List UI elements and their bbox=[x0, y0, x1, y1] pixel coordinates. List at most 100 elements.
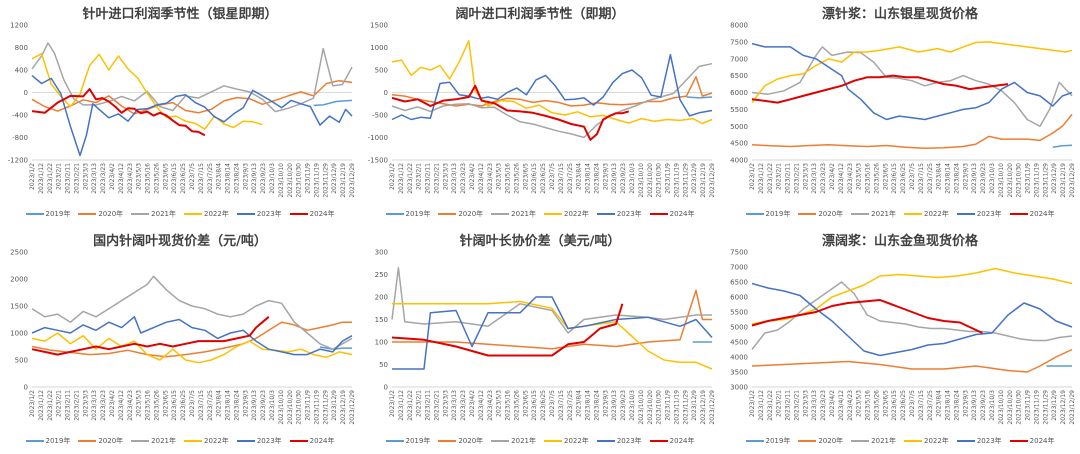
x-tick-label: 2023/1/2 bbox=[29, 390, 36, 417]
x-tick-label: 2023/5/3 bbox=[856, 163, 863, 190]
x-tick-label: 2023/9/13 bbox=[251, 163, 258, 194]
legend-item: 2021年 bbox=[851, 436, 896, 446]
x-tick-label: 2023/7/25 bbox=[207, 390, 214, 421]
legend-swatch bbox=[904, 213, 922, 215]
legend-label: 2020年 bbox=[818, 437, 844, 445]
x-tick-label: 2023/4/23 bbox=[127, 163, 134, 194]
x-tick-label: 2023/4/12 bbox=[478, 390, 485, 421]
y-tick-label: 6000 bbox=[730, 89, 748, 97]
legend-swatch bbox=[745, 440, 764, 442]
x-tick-label: 2023/12/19 bbox=[700, 163, 707, 198]
chart-legend: 2019年 2020年 2021年 2022年 2023年 2024年 bbox=[360, 436, 720, 446]
chart-legend: 2019年 2020年 2021年 2022年 2023年 2024年 bbox=[0, 436, 360, 446]
x-tick-label: 2023/5/3 bbox=[136, 163, 143, 190]
y-tick-label: -800 bbox=[12, 134, 28, 142]
y-tick-label: 3000 bbox=[730, 384, 748, 392]
x-tick-label: 2023/1/22 bbox=[407, 163, 414, 194]
legend-label: 2024年 bbox=[309, 437, 335, 445]
x-tick-label: 2023/1/12 bbox=[758, 163, 765, 194]
x-tick-label: 2023/4/12 bbox=[838, 390, 845, 421]
y-tick-label: 5000 bbox=[730, 123, 748, 131]
x-tick-label: 2023/6/25 bbox=[540, 390, 547, 421]
x-tick-label: 2023/10/10 bbox=[998, 163, 1005, 198]
x-tick-label: 2023/12/29 bbox=[709, 163, 716, 198]
y-tick-label: 4500 bbox=[730, 140, 748, 148]
legend-swatch bbox=[851, 440, 870, 442]
y-tick-label: 6500 bbox=[730, 279, 748, 287]
x-tick-label: 2023/11/9 bbox=[665, 390, 672, 421]
y-tick-label: 1200 bbox=[10, 22, 28, 30]
x-tick-label: 2023/4/23 bbox=[847, 163, 854, 194]
legend-item: 2020年 bbox=[438, 209, 483, 219]
chart-legend: 2019年 2020年 2021年 2022年 2023年 2024年 bbox=[0, 209, 360, 219]
x-tick-label: 2023/4/23 bbox=[127, 390, 134, 421]
x-tick-label: 2023/3/13 bbox=[451, 390, 458, 421]
x-tick-label: 2023/12/9 bbox=[691, 390, 698, 421]
x-tick-label: 2023/9/23 bbox=[980, 390, 987, 421]
legend-label: 2023年 bbox=[976, 210, 1002, 218]
series-line-2023年 bbox=[751, 42, 1073, 121]
y-tick-label: 6000 bbox=[730, 294, 748, 302]
series-line-2020年 bbox=[392, 289, 712, 350]
x-tick-label: 2023/7/15 bbox=[198, 163, 205, 194]
x-tick-label: 2023/3/3 bbox=[442, 163, 449, 190]
x-tick-label: 2023/1/22 bbox=[47, 390, 54, 421]
chart-panel-4: 国内针阔叶现货价差（元/吨） 2500 2000 1500 1000 500 0 2023/… bbox=[0, 227, 360, 454]
x-tick-label: 2023/11/29 bbox=[682, 390, 689, 425]
x-tick-label: 2023/10/20 bbox=[1007, 163, 1014, 198]
legend-item: 2022年 bbox=[544, 436, 589, 446]
legend-swatch bbox=[78, 440, 97, 442]
series-line-2019年 bbox=[319, 346, 352, 350]
x-tick-label: 2023/10/10 bbox=[638, 390, 645, 425]
legend-label: 2022年 bbox=[924, 437, 949, 445]
x-tick-label: 2023/3/23 bbox=[100, 163, 107, 194]
series-line-2021年 bbox=[751, 46, 1073, 128]
y-tick-label: 0 bbox=[24, 384, 28, 392]
x-tick-label: 2023/6/5 bbox=[162, 163, 169, 190]
legend-item: 2019年 bbox=[385, 436, 431, 446]
x-tick-label: 2023/6/25 bbox=[900, 163, 907, 194]
x-tick-label: 2023/9/13 bbox=[971, 390, 978, 421]
x-tick-label: 2023/10/3 bbox=[269, 390, 276, 421]
legend-item: 2019年 bbox=[745, 209, 790, 219]
legend-swatch bbox=[289, 213, 308, 215]
legend-label: 2019年 bbox=[405, 437, 431, 445]
y-tick-label: 200 bbox=[375, 294, 388, 302]
x-tick-label: 2023/2/11 bbox=[785, 390, 792, 421]
x-tick-label: 2023/4/12 bbox=[118, 390, 125, 421]
series-line-2023年 bbox=[31, 316, 353, 356]
y-tick-label: 7500 bbox=[730, 38, 748, 46]
legend-swatch bbox=[184, 440, 202, 442]
x-tick-label: 2023/2/1 bbox=[56, 390, 63, 417]
legend-label: 2023年 bbox=[256, 437, 282, 445]
x-tick-label: 2023/6/15 bbox=[531, 390, 538, 421]
y-tick-label: 4000 bbox=[730, 354, 748, 362]
series-line-2020年 bbox=[751, 113, 1073, 149]
legend-item: 2020年 bbox=[798, 209, 843, 219]
legend-item: 2020年 bbox=[78, 436, 123, 446]
x-tick-label: 2023/7/5 bbox=[189, 163, 196, 190]
x-tick-label: 2023/9/3 bbox=[602, 390, 609, 417]
series-line-2019年 bbox=[686, 96, 713, 99]
x-tick-label: 2023/9/3 bbox=[602, 163, 609, 190]
legend-item: 2020年 bbox=[78, 209, 123, 219]
x-tick-label: 2023/9/3 bbox=[242, 163, 249, 190]
legend-swatch bbox=[236, 440, 255, 442]
x-tick-label: 2023/5/16 bbox=[865, 163, 872, 194]
legend-label: 2022年 bbox=[204, 210, 229, 218]
x-tick-label: 2023/1/2 bbox=[749, 390, 756, 417]
x-tick-label: 2023/10/30 bbox=[656, 390, 663, 425]
x-tick-label: 2023/5/26 bbox=[873, 390, 880, 421]
x-tick-label: 2023/10/30 bbox=[296, 390, 303, 425]
x-tick-label: 2023/1/12 bbox=[38, 390, 45, 421]
x-tick-label: 2023/5/16 bbox=[505, 163, 512, 194]
x-tick-label: 2023/1/2 bbox=[389, 163, 396, 190]
x-tick-label: 2023/8/4 bbox=[936, 163, 943, 190]
x-tick-label: 2023/8/24 bbox=[593, 390, 600, 421]
x-tick-label: 2023/10/3 bbox=[989, 163, 996, 194]
x-tick-label: 2023/10/3 bbox=[269, 163, 276, 194]
x-tick-label: 2023/9/13 bbox=[971, 163, 978, 194]
chart-title: 针阔叶长协价差（美元/吨） bbox=[459, 234, 621, 249]
x-tick-label: 2023/7/25 bbox=[927, 163, 934, 194]
